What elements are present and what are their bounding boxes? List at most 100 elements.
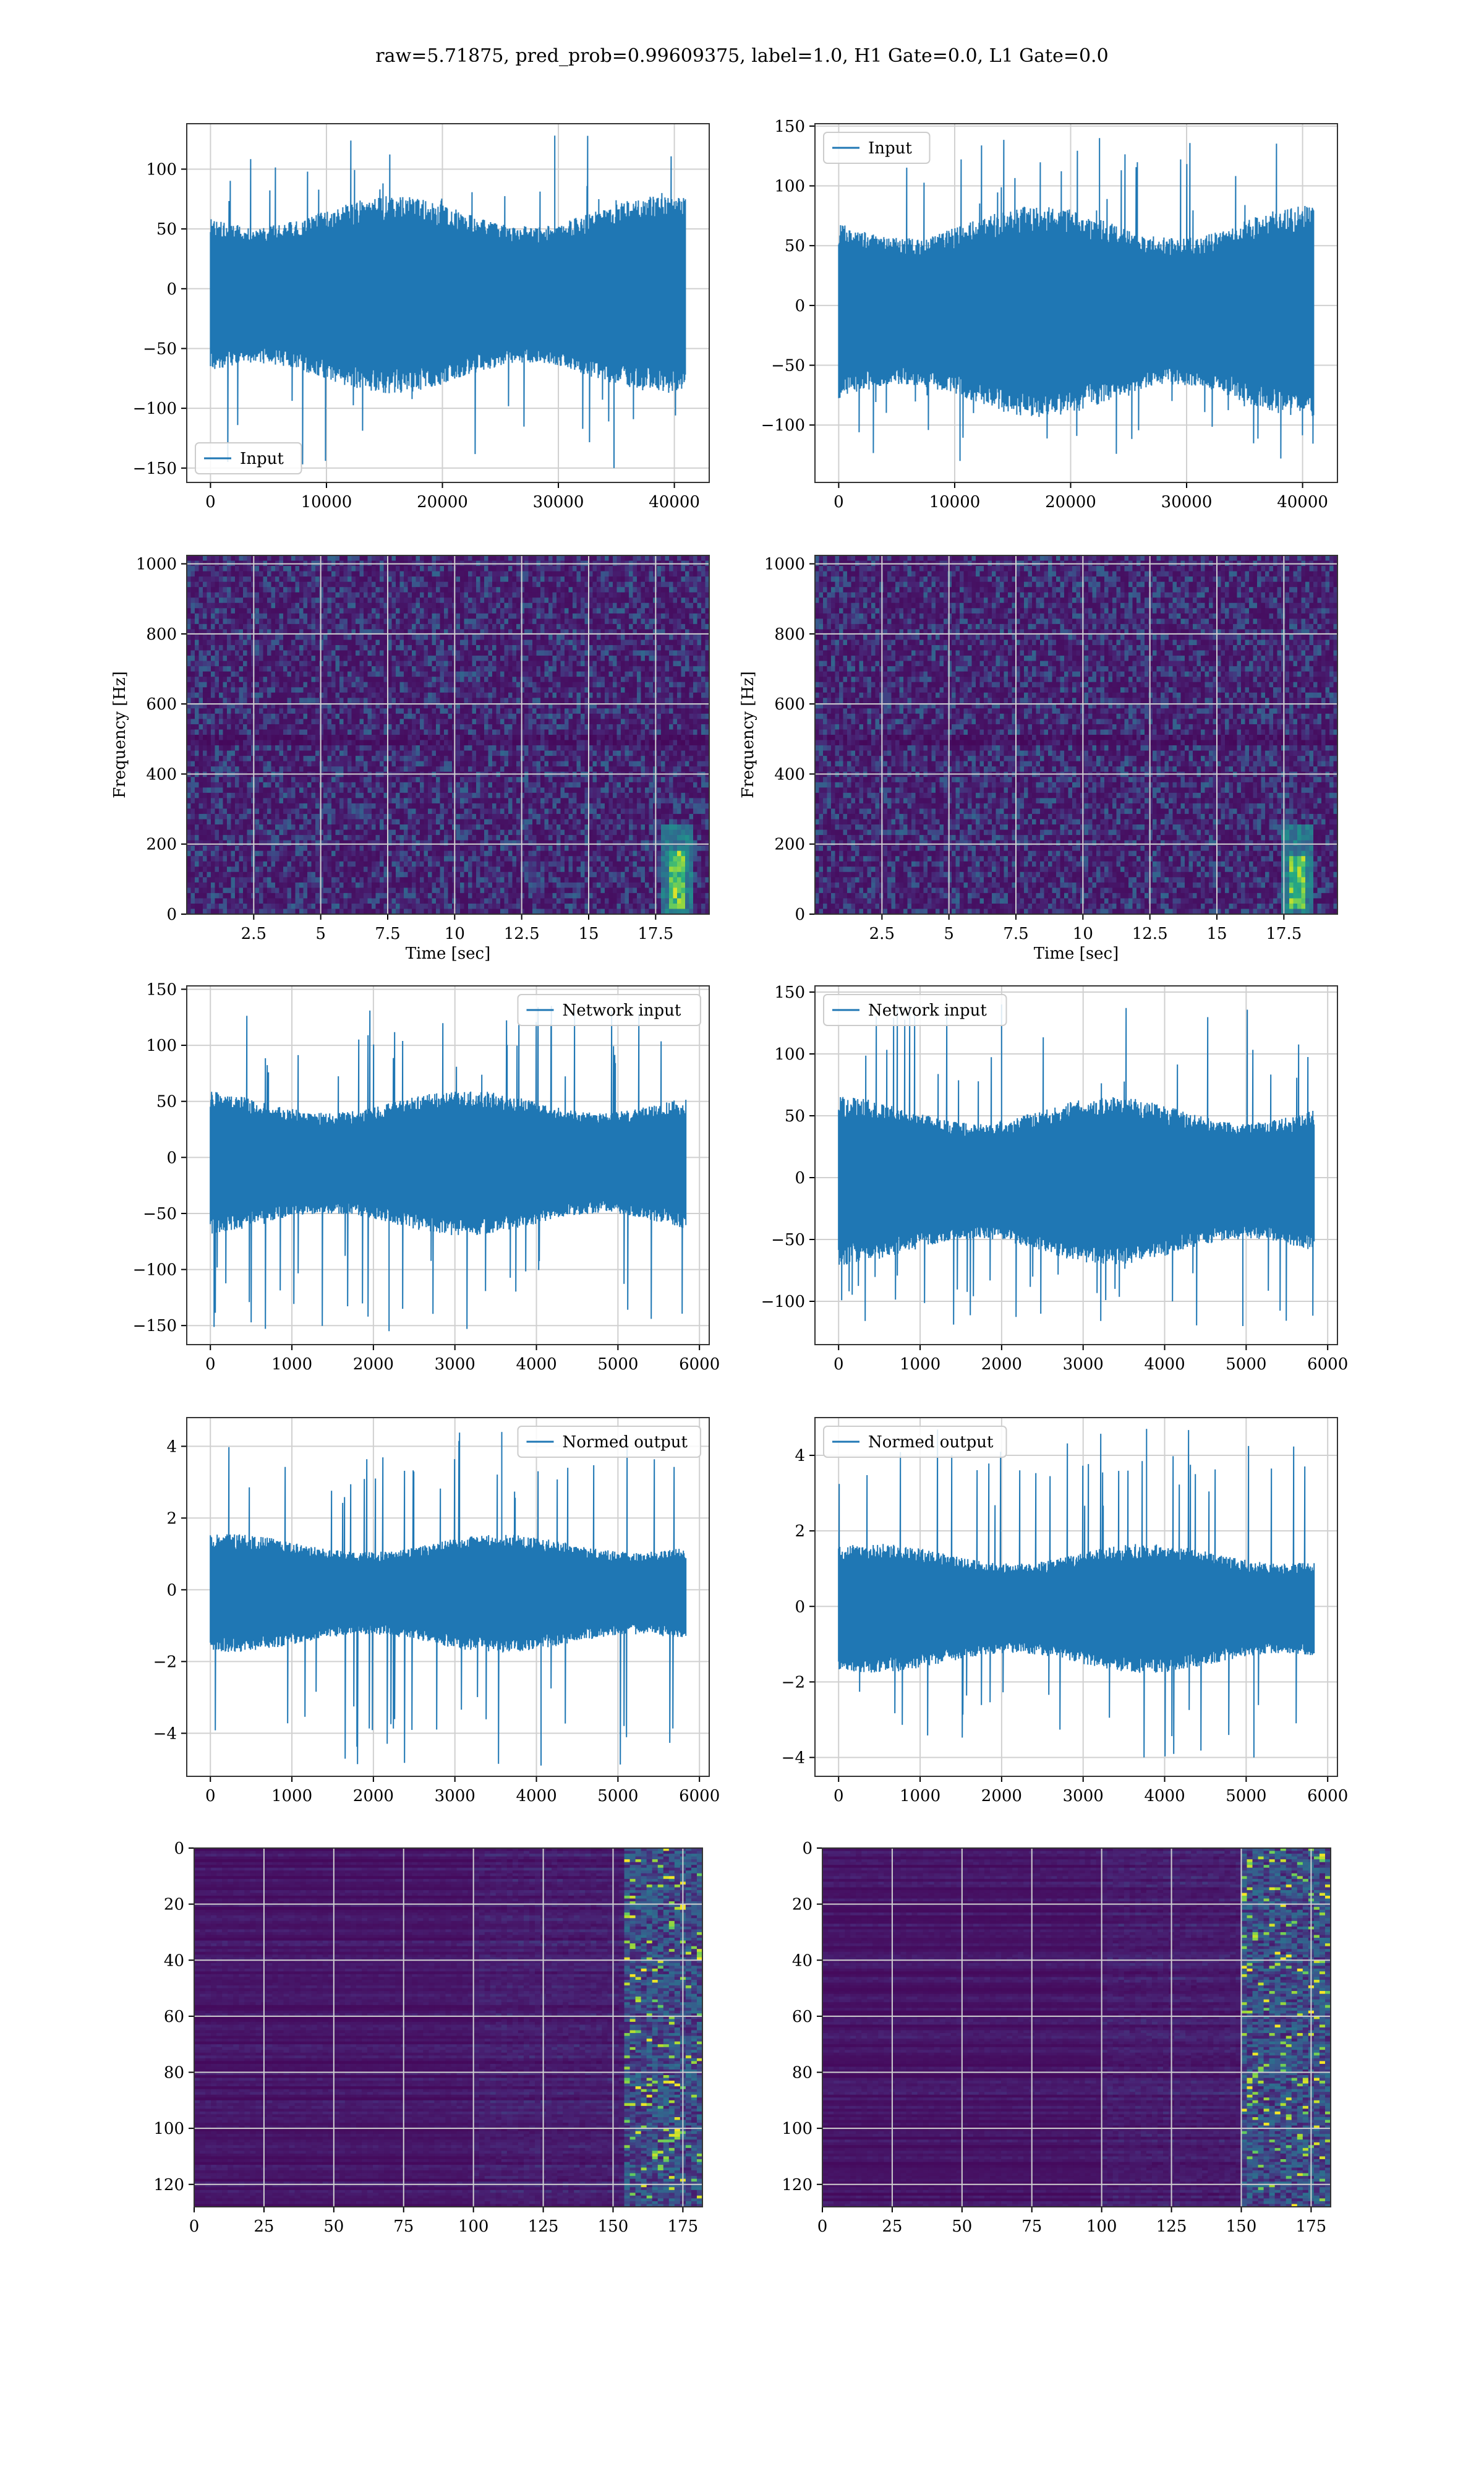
x-tick-label: 100 bbox=[1086, 2217, 1117, 2236]
y-tick-label: 100 bbox=[146, 1037, 177, 1055]
y-axis-label: Frequency [Hz] bbox=[111, 671, 129, 798]
x-tick-label: 0 bbox=[205, 1355, 216, 1374]
legend-label: Normed output bbox=[563, 1433, 688, 1452]
y-tick-label: 200 bbox=[146, 836, 177, 854]
y-tick-label: 100 bbox=[146, 160, 177, 179]
y-tick-label: −2 bbox=[782, 1673, 805, 1692]
x-tick-label: 1000 bbox=[900, 1787, 940, 1805]
y-tick-label: −50 bbox=[771, 1231, 805, 1249]
y-tick-label: −50 bbox=[143, 340, 177, 358]
x-tick-label: 10000 bbox=[301, 493, 352, 511]
y-tick-label: 100 bbox=[153, 2120, 184, 2138]
y-tick-label: −50 bbox=[771, 357, 805, 375]
x-tick-label: 12.5 bbox=[504, 925, 540, 943]
y-tick-label: 60 bbox=[792, 2008, 812, 2026]
y-tick-label: 800 bbox=[774, 625, 805, 644]
x-tick-label: 50 bbox=[323, 2217, 344, 2236]
figure: raw=5.71875, pred_prob=0.99609375, label… bbox=[0, 0, 1484, 2474]
y-tick-label: 400 bbox=[774, 765, 805, 784]
x-tick-label: 15 bbox=[578, 925, 599, 943]
y-tick-label: 400 bbox=[146, 765, 177, 784]
x-axis-label: Time [sec] bbox=[406, 944, 491, 963]
y-tick-label: 40 bbox=[792, 1951, 812, 1970]
x-tick-label: 15 bbox=[1206, 925, 1227, 943]
legend: Network input bbox=[824, 995, 1007, 1025]
y-tick-label: −100 bbox=[133, 1261, 177, 1280]
y-tick-label: 60 bbox=[164, 2008, 184, 2026]
x-tick-label: 50 bbox=[952, 2217, 972, 2236]
y-tick-label: 0 bbox=[795, 1169, 805, 1188]
y-tick-label: 20 bbox=[164, 1896, 184, 1914]
y-tick-label: 0 bbox=[174, 1839, 184, 1858]
y-tick-label: 120 bbox=[782, 2176, 812, 2194]
legend-label: Input bbox=[240, 450, 284, 468]
y-tick-label: −100 bbox=[761, 1293, 805, 1311]
y-tick-label: 40 bbox=[164, 1951, 184, 1970]
legend: Input bbox=[195, 443, 302, 474]
y-tick-label: 0 bbox=[166, 280, 177, 299]
x-tick-label: 12.5 bbox=[1132, 925, 1168, 943]
y-tick-label: 50 bbox=[156, 1093, 177, 1111]
y-tick-label: 0 bbox=[795, 905, 805, 924]
subplot-spectrogram-l1: 2.5 5 7.5 10 12.5 15 17.502004006008001000Time… bbox=[739, 555, 1338, 963]
y-tick-label: 150 bbox=[774, 983, 805, 1002]
x-tick-label: 40000 bbox=[649, 493, 700, 511]
x-tick-label: 75 bbox=[1021, 2217, 1042, 2236]
x-tick-label: 2000 bbox=[353, 1787, 394, 1805]
x-tick-label: 1000 bbox=[271, 1355, 312, 1374]
y-tick-label: 150 bbox=[774, 118, 805, 136]
x-tick-label: 2.5 bbox=[241, 925, 267, 943]
x-tick-label: 2000 bbox=[981, 1355, 1022, 1374]
y-tick-label: 2 bbox=[166, 1509, 177, 1528]
legend-label: Network input bbox=[868, 1001, 987, 1020]
y-tick-label: 80 bbox=[792, 2064, 812, 2082]
x-tick-label: 25 bbox=[254, 2217, 274, 2236]
x-tick-label: 150 bbox=[598, 2217, 629, 2236]
subplot-spectrogram-h1: 2.5 5 7.5 10 12.5 15 17.502004006008001000Time… bbox=[111, 555, 710, 963]
y-tick-label: −50 bbox=[143, 1205, 177, 1223]
x-tick-label: 2.5 bbox=[869, 925, 895, 943]
x-tick-label: 175 bbox=[668, 2217, 699, 2236]
x-tick-label: 0 bbox=[189, 2217, 200, 2236]
x-tick-label: 4000 bbox=[1144, 1355, 1185, 1374]
y-tick-label: 0 bbox=[795, 297, 805, 315]
legend: Network input bbox=[518, 995, 701, 1025]
y-tick-label: 600 bbox=[774, 695, 805, 714]
x-tick-label: 2000 bbox=[981, 1787, 1022, 1805]
y-tick-label: −100 bbox=[761, 416, 805, 435]
y-tick-label: −4 bbox=[782, 1748, 805, 1767]
y-tick-label: 0 bbox=[166, 1581, 177, 1599]
x-tick-label: 5000 bbox=[1226, 1787, 1266, 1805]
x-tick-label: 4000 bbox=[516, 1787, 556, 1805]
feature-map-image bbox=[194, 1848, 703, 2207]
x-tick-label: 30000 bbox=[533, 493, 584, 511]
legend-label: Normed output bbox=[868, 1433, 994, 1452]
x-tick-label: 4000 bbox=[1144, 1787, 1185, 1805]
x-tick-label: 1000 bbox=[271, 1787, 312, 1805]
y-tick-label: −100 bbox=[133, 400, 177, 418]
y-tick-label: 120 bbox=[153, 2176, 184, 2194]
y-tick-label: 80 bbox=[164, 2064, 184, 2082]
x-tick-label: 7.5 bbox=[1003, 925, 1028, 943]
x-tick-label: 10 bbox=[1073, 925, 1093, 943]
x-tick-label: 0 bbox=[834, 493, 844, 511]
x-tick-label: 0 bbox=[834, 1355, 844, 1374]
x-tick-label: 6000 bbox=[679, 1787, 720, 1805]
y-tick-label: 800 bbox=[146, 625, 177, 644]
x-tick-label: 3000 bbox=[1063, 1787, 1104, 1805]
feature-map-image bbox=[822, 1848, 1331, 2207]
y-tick-label: 50 bbox=[156, 220, 177, 239]
x-tick-label: 1000 bbox=[900, 1355, 940, 1374]
x-tick-label: 3000 bbox=[435, 1787, 475, 1805]
y-tick-label: 50 bbox=[785, 1107, 805, 1126]
x-tick-label: 0 bbox=[834, 1787, 844, 1805]
y-tick-label: 4 bbox=[795, 1447, 805, 1465]
x-tick-label: 30000 bbox=[1161, 493, 1213, 511]
y-axis-label: Frequency [Hz] bbox=[739, 671, 757, 798]
x-tick-label: 5000 bbox=[1226, 1355, 1266, 1374]
y-tick-label: −150 bbox=[133, 460, 177, 478]
spectrogram-image bbox=[815, 555, 1338, 915]
y-tick-label: 1000 bbox=[136, 555, 177, 574]
